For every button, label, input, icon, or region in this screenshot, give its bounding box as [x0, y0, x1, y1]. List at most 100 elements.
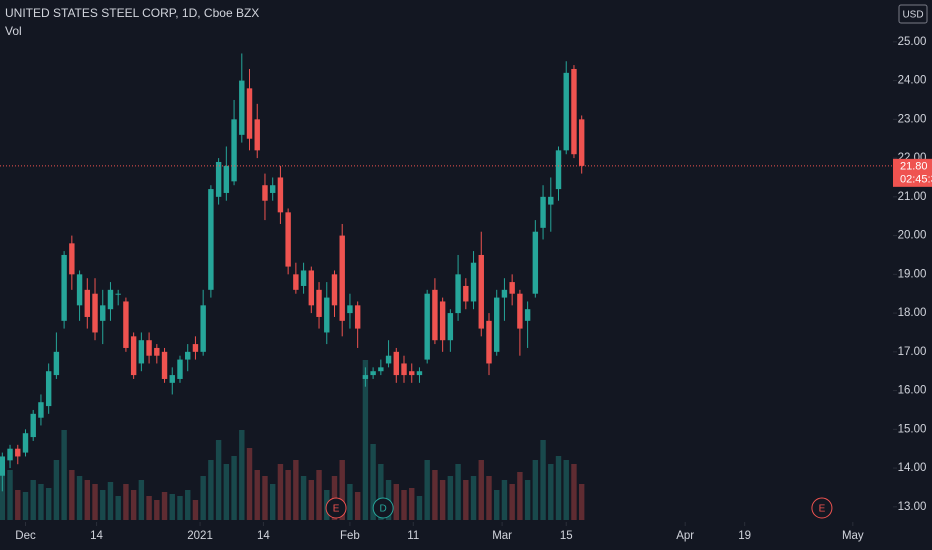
volume-bar — [169, 494, 175, 520]
volume-bar — [239, 430, 245, 520]
volume-bar — [509, 484, 515, 520]
candle-body — [370, 371, 376, 376]
y-tick-label: 19.00 — [898, 268, 927, 280]
volume-bar — [177, 496, 183, 520]
volume-bar — [277, 464, 284, 520]
volume-bar — [161, 492, 168, 520]
volume-bar — [409, 488, 415, 520]
volume-bar — [339, 460, 345, 520]
candle-body — [200, 305, 206, 352]
candle-body — [246, 88, 253, 139]
candle-body — [470, 262, 477, 302]
volume-bar — [138, 480, 145, 520]
volume-bar — [378, 464, 384, 520]
volume-bar — [30, 480, 36, 520]
volume-bar — [61, 430, 67, 520]
candle-body — [69, 243, 75, 275]
x-tick-label: Apr — [676, 530, 694, 542]
candle-body — [84, 289, 90, 317]
volume-bar — [432, 470, 438, 520]
volume-bar — [7, 470, 13, 520]
volume-bar — [185, 490, 191, 520]
candle-body — [362, 375, 369, 379]
volume-bar — [463, 480, 469, 520]
candle-body — [347, 305, 353, 314]
volume-bar — [524, 480, 531, 520]
candle-body — [285, 212, 291, 267]
candle-body — [424, 293, 430, 360]
volume-bar — [231, 456, 237, 520]
volume-bar — [354, 492, 361, 520]
candle-body — [339, 235, 345, 321]
last-price-label: 21.80 — [900, 161, 928, 173]
volume-bar — [0, 476, 6, 520]
event-marker[interactable] — [325, 497, 347, 519]
candle-body — [100, 305, 106, 321]
volume-bar — [316, 470, 322, 520]
candle-body — [416, 371, 423, 376]
x-tick-label: 14 — [90, 530, 103, 542]
volume-bar — [76, 476, 83, 520]
event-marker[interactable] — [811, 497, 833, 519]
volume-bar — [293, 460, 299, 520]
candle-body — [138, 340, 145, 364]
volume-label: Vol — [5, 24, 22, 38]
y-tick-label: 15.00 — [898, 423, 927, 435]
volume-bar — [555, 456, 562, 520]
candle-body — [92, 293, 98, 333]
y-tick-label: 24.00 — [898, 75, 927, 87]
candle-body — [378, 367, 384, 372]
volume-bar — [130, 490, 137, 520]
event-label: E — [333, 504, 340, 515]
event-label: D — [380, 504, 387, 515]
volume-bar — [532, 460, 539, 520]
last-price-box — [893, 158, 932, 187]
y-tick-label: 25.00 — [898, 36, 927, 48]
y-tick-label: 23.00 — [898, 113, 927, 125]
currency-box[interactable] — [898, 4, 928, 24]
candle-body — [300, 270, 307, 286]
candle-body — [277, 177, 284, 213]
volume-bar — [84, 480, 90, 520]
volume-bar — [486, 476, 492, 520]
y-tick-label: 20.00 — [898, 230, 927, 242]
candle-body — [316, 289, 322, 317]
event-marker[interactable] — [372, 497, 394, 519]
volume-bar — [154, 500, 160, 520]
candle-body — [455, 274, 461, 314]
candle-body — [130, 336, 137, 376]
candle-body — [478, 254, 484, 329]
volume-bar — [38, 484, 44, 520]
candle-body — [555, 150, 562, 190]
candle-body — [269, 185, 276, 193]
candle-body — [432, 289, 438, 341]
volume-bar — [494, 490, 500, 520]
volume-bar — [455, 464, 461, 520]
candle-body — [76, 274, 83, 306]
candle-body — [354, 305, 361, 329]
candle-body — [161, 351, 168, 379]
event-label: E — [819, 504, 826, 515]
volume-bar — [223, 464, 230, 520]
x-tick-label: 2021 — [187, 530, 213, 542]
countdown: 02:45:3 — [900, 174, 932, 186]
candle-body — [517, 293, 523, 329]
currency: USD — [902, 10, 923, 21]
candle-body — [447, 313, 454, 341]
volume-bar — [45, 488, 52, 520]
candle-body — [0, 456, 6, 476]
y-tick-label: 16.00 — [898, 385, 927, 397]
candle-body — [486, 320, 492, 364]
x-tick-label: Dec — [15, 530, 36, 542]
volume-bar — [192, 500, 199, 520]
volume-bar — [123, 484, 129, 520]
volume-bar — [208, 460, 214, 520]
candle-body — [223, 165, 230, 193]
candle-body — [524, 309, 531, 321]
y-tick-label: 17.00 — [898, 346, 927, 358]
candle-body — [169, 375, 175, 383]
candle-body — [501, 289, 508, 298]
y-tick-label: 14.00 — [898, 462, 927, 474]
